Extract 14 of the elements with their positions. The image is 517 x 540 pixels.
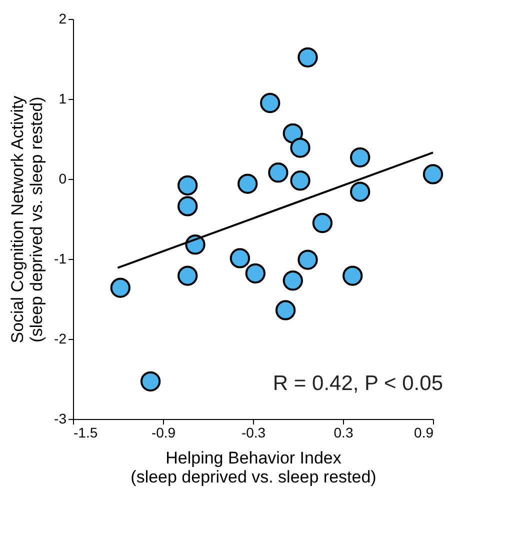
y-tick-label: -1 <box>54 250 67 266</box>
y-tick-label: -3 <box>54 410 67 426</box>
y-tick-label: 0 <box>58 170 67 186</box>
x-tick-label: -0.9 <box>151 424 176 440</box>
x-tick-label: 0.3 <box>334 424 354 440</box>
x-axis-title: Helping Behavior Index (sleep deprived vs. sleep rested) <box>130 448 376 486</box>
y-axis-title: Social Cognition Network Activity (sleep deprived vs. sleep rested) <box>8 95 46 344</box>
x-tick-label: -0.3 <box>241 424 266 440</box>
y-tick-label: 1 <box>58 90 67 106</box>
y-tick-label: 2 <box>58 10 67 26</box>
x-tick-label: 0.9 <box>414 424 434 440</box>
annotation: R = 0.42, P < 0.05 <box>272 372 443 395</box>
x-tick-label: -1.5 <box>74 424 98 440</box>
y-tick-label: -2 <box>54 330 67 346</box>
